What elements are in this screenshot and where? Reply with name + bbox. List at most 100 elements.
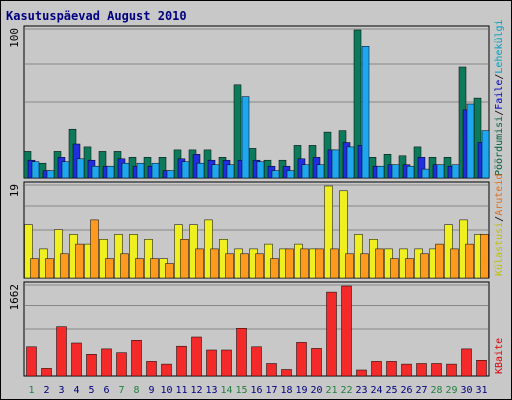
bar-bottom-s0-day-16 bbox=[251, 346, 262, 377]
bar-top-s2-day-25 bbox=[391, 164, 400, 179]
bar-mid-s1-day-23 bbox=[360, 253, 369, 279]
bar-mid-s1-day-10 bbox=[165, 263, 174, 279]
bar-mid-s1-day-3 bbox=[60, 253, 69, 279]
bar-mid-s1-day-27 bbox=[420, 253, 429, 279]
bar-mid-s1-day-19 bbox=[300, 248, 309, 279]
legend-entry-bottom-0: KBaite bbox=[494, 338, 505, 374]
bar-top-s2-day-24 bbox=[376, 165, 385, 179]
panel-top-max-label: 100 bbox=[8, 28, 21, 48]
bar-top-s0-day-23 bbox=[353, 29, 362, 179]
bar-bottom-s0-day-25 bbox=[386, 361, 397, 377]
bar-top-s2-day-9 bbox=[151, 162, 160, 179]
bar-top-s2-day-20 bbox=[316, 164, 325, 179]
chart-title: Kasutuspäevad August 2010 bbox=[6, 9, 187, 23]
x-tick-label-24: 24 bbox=[370, 385, 382, 396]
bar-top-s2-day-2 bbox=[46, 170, 55, 179]
x-tick-label-26: 26 bbox=[400, 385, 412, 396]
bar-top-s2-day-31 bbox=[481, 130, 490, 179]
legend-entry-mid-2: Aruteid bbox=[494, 174, 505, 216]
bar-top-s2-day-16 bbox=[256, 161, 265, 179]
bar-top-s2-day-6 bbox=[106, 165, 115, 179]
legend-entry-mid-0: Külastusi bbox=[494, 222, 505, 276]
bar-top-s2-day-4 bbox=[76, 158, 85, 179]
legend-entry-top-4: Lehekülgi bbox=[494, 19, 505, 73]
x-tick-label-29: 29 bbox=[445, 385, 457, 396]
bar-bottom-s0-day-10 bbox=[161, 363, 172, 377]
bar-bottom-s0-day-2 bbox=[41, 368, 52, 377]
panel-mid-legend: Külastusi/Aruteid bbox=[494, 174, 505, 276]
bar-bottom-s0-day-21 bbox=[326, 291, 337, 377]
bar-bottom-s0-day-1 bbox=[26, 346, 37, 377]
series-mid-1 bbox=[30, 219, 489, 279]
bar-mid-s1-day-29 bbox=[450, 248, 459, 279]
x-tick-label-9: 9 bbox=[148, 385, 154, 396]
bar-top-s2-day-18 bbox=[286, 170, 295, 179]
bar-mid-s1-day-18 bbox=[285, 248, 294, 279]
bar-bottom-s0-day-23 bbox=[356, 369, 367, 377]
bar-mid-s1-day-8 bbox=[135, 258, 144, 279]
bar-top-s2-day-30 bbox=[466, 103, 475, 179]
series-top-0 bbox=[23, 29, 482, 179]
panel-mid-max-label: 19 bbox=[8, 184, 21, 197]
bar-mid-s1-day-11 bbox=[180, 239, 189, 279]
bar-mid-s1-day-2 bbox=[45, 258, 54, 279]
bar-top-s2-day-13 bbox=[211, 164, 220, 179]
bar-top-s2-day-7 bbox=[121, 162, 130, 179]
bar-bottom-s0-day-20 bbox=[311, 348, 322, 377]
series-mid-0 bbox=[24, 185, 483, 279]
bar-top-s2-day-15 bbox=[241, 96, 250, 179]
x-tick-label-12: 12 bbox=[190, 385, 202, 396]
x-tick-label-13: 13 bbox=[205, 385, 217, 396]
x-tick-label-31: 31 bbox=[475, 385, 487, 396]
bar-mid-s1-day-15 bbox=[240, 253, 249, 279]
x-tick-label-6: 6 bbox=[103, 385, 109, 396]
x-tick-label-2: 2 bbox=[43, 385, 49, 396]
series-bottom-0 bbox=[26, 285, 487, 377]
bar-mid-s0-day-8 bbox=[129, 234, 138, 279]
bar-mid-s0-day-21 bbox=[324, 185, 333, 279]
bar-top-s2-day-28 bbox=[436, 164, 445, 179]
x-tick-label-20: 20 bbox=[310, 385, 322, 396]
bar-bottom-s0-day-31 bbox=[476, 360, 487, 377]
x-tick-label-30: 30 bbox=[460, 385, 472, 396]
x-tick-label-16: 16 bbox=[250, 385, 262, 396]
x-tick-label-28: 28 bbox=[430, 385, 442, 396]
x-tick-label-10: 10 bbox=[160, 385, 172, 396]
bar-top-s2-day-26 bbox=[406, 165, 415, 179]
legend-entry-top-0: Pöördumisi bbox=[494, 116, 505, 176]
bar-top-s2-day-5 bbox=[91, 165, 100, 179]
bar-top-s1-day-27 bbox=[417, 157, 426, 179]
bar-bottom-s0-day-24 bbox=[371, 361, 382, 377]
bar-top-s2-day-27 bbox=[421, 168, 430, 179]
bar-mid-s0-day-22 bbox=[339, 190, 348, 279]
bar-top-s2-day-17 bbox=[271, 170, 280, 179]
bar-mid-s1-day-25 bbox=[390, 258, 399, 279]
bar-top-s2-day-3 bbox=[61, 161, 70, 179]
bar-bottom-s0-day-13 bbox=[206, 349, 217, 377]
legend-entry-mid-1: / bbox=[494, 216, 505, 222]
x-tick-label-23: 23 bbox=[355, 385, 367, 396]
bar-bottom-s0-day-22 bbox=[341, 285, 352, 377]
bar-bottom-s0-day-5 bbox=[86, 354, 97, 377]
bar-top-s2-day-29 bbox=[451, 164, 460, 179]
legend-entry-top-2: Faile bbox=[494, 80, 505, 110]
bar-bottom-s0-day-19 bbox=[296, 342, 307, 377]
x-tick-label-7: 7 bbox=[118, 385, 124, 396]
bar-bottom-s0-day-14 bbox=[221, 349, 232, 377]
bar-top-s2-day-22 bbox=[346, 146, 355, 179]
x-tick-label-15: 15 bbox=[235, 385, 247, 396]
x-tick-label-17: 17 bbox=[265, 385, 277, 396]
bar-mid-s0-day-1 bbox=[24, 224, 33, 279]
x-tick-label-3: 3 bbox=[58, 385, 64, 396]
bar-top-s0-day-15 bbox=[233, 84, 242, 179]
x-tick-label-22: 22 bbox=[340, 385, 352, 396]
chart-panels: 100Pöördumisi/Faile/Lehekülgi19Külastusi… bbox=[8, 19, 505, 377]
bar-top-s2-day-14 bbox=[226, 164, 235, 179]
x-tick-label-11: 11 bbox=[175, 385, 187, 396]
bar-mid-s1-day-7 bbox=[120, 253, 129, 279]
bar-mid-s1-day-20 bbox=[315, 248, 324, 279]
x-tick-label-27: 27 bbox=[415, 385, 427, 396]
bar-bottom-s0-day-7 bbox=[116, 352, 127, 377]
